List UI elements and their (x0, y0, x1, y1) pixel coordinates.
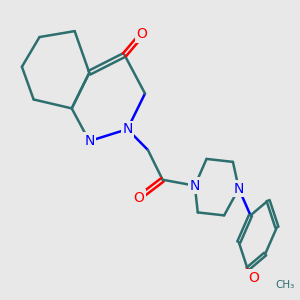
Text: CH₃: CH₃ (275, 280, 295, 290)
Text: N: N (122, 122, 133, 136)
Text: O: O (134, 190, 145, 205)
Text: O: O (136, 27, 148, 41)
Text: N: N (190, 179, 200, 193)
Text: N: N (84, 134, 94, 148)
Text: O: O (248, 271, 259, 285)
Text: N: N (234, 182, 244, 196)
